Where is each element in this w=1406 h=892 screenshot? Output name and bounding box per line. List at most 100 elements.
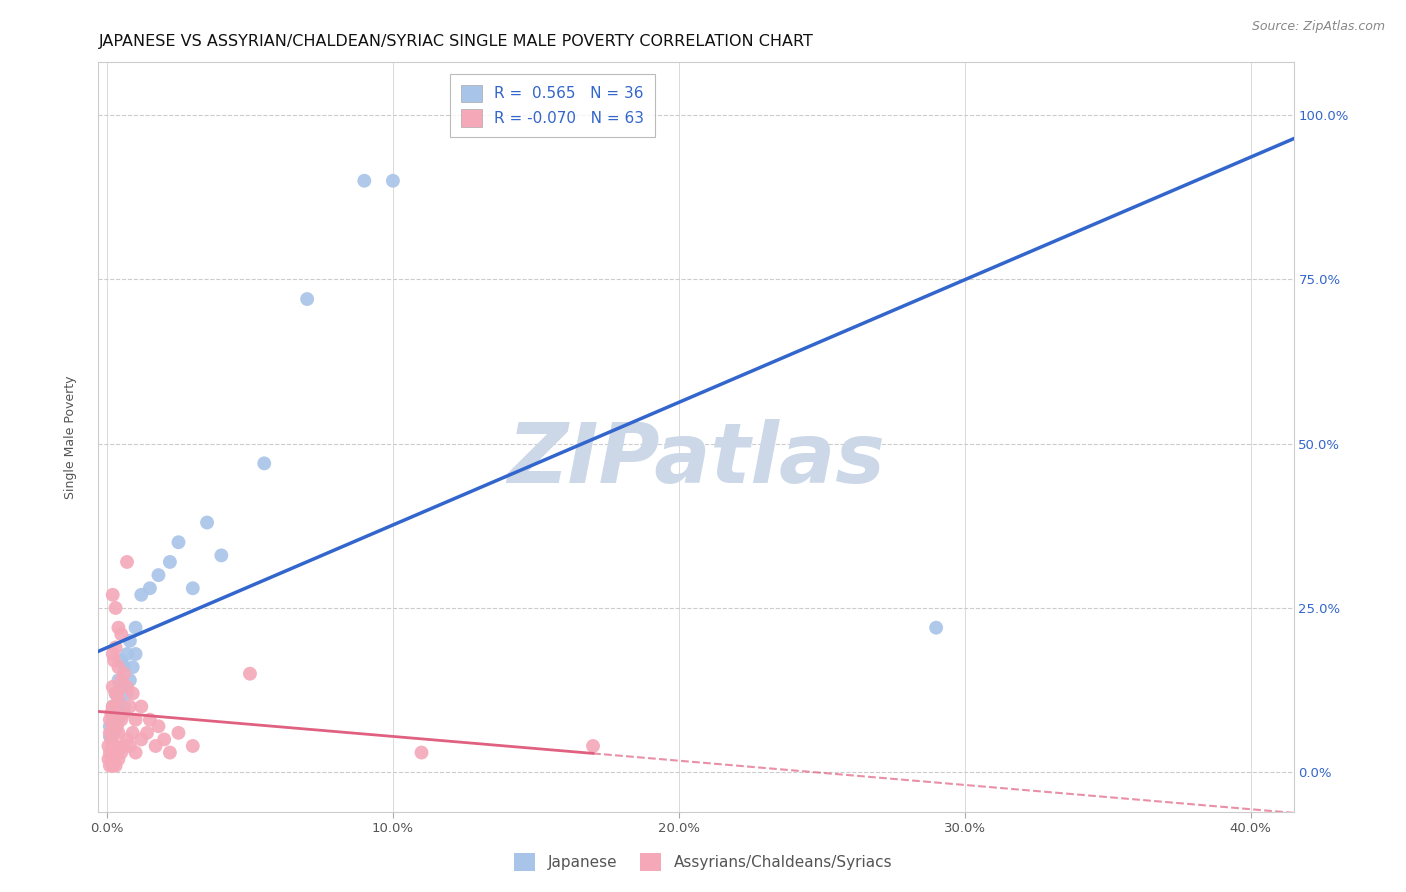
Point [115,686,138,700]
Point [101,726,124,740]
Point [101,713,124,727]
Point [110,680,132,694]
Point [136,726,159,740]
Point [115,555,138,569]
Point [104,713,127,727]
Point [118,673,141,688]
Point [115,647,138,661]
Point [104,758,127,772]
Point [159,746,181,760]
Point [107,693,129,707]
Point [181,739,204,753]
Point [925,621,948,635]
Point [98,729,121,743]
Point [153,732,176,747]
Point [124,621,146,635]
Point [253,456,276,470]
Point [101,647,124,661]
Point [112,660,135,674]
Point [105,746,128,760]
Point [105,719,128,733]
Point [131,732,153,747]
Point [103,726,125,740]
Point [110,673,132,688]
Point [103,752,125,766]
Point [121,660,143,674]
Point [104,706,127,720]
Point [145,739,167,753]
Point [107,621,129,635]
Point [104,601,127,615]
Point [98,758,121,772]
Point [112,699,135,714]
Text: ZIPatlas: ZIPatlas [508,419,884,500]
Point [582,739,605,753]
Legend: Japanese, Assyrians/Chaldeans/Syriacs: Japanese, Assyrians/Chaldeans/Syriacs [508,847,898,877]
Point [101,699,124,714]
Point [295,292,318,306]
Point [110,654,132,668]
Point [103,654,125,668]
Point [104,640,127,655]
Point [124,746,146,760]
Legend: R =  0.565   N = 36, R = -0.070   N = 63: R = 0.565 N = 36, R = -0.070 N = 63 [450,74,655,137]
Point [107,752,129,766]
Point [381,174,404,188]
Point [103,699,125,714]
Point [115,680,138,694]
Point [101,758,124,772]
Point [101,699,124,714]
Point [112,666,135,681]
Point [107,673,129,688]
Point [159,555,181,569]
Point [112,739,135,753]
Point [118,699,141,714]
Point [167,726,190,740]
Point [98,713,121,727]
Point [101,680,124,694]
Point [97,739,120,753]
Point [181,581,204,595]
Point [110,746,132,760]
Point [104,686,127,700]
Point [131,699,153,714]
Point [104,739,127,753]
Y-axis label: Single Male Poverty: Single Male Poverty [63,376,77,499]
Point [110,627,132,641]
Point [139,581,162,595]
Point [98,719,121,733]
Text: JAPANESE VS ASSYRIAN/CHALDEAN/SYRIAC SINGLE MALE POVERTY CORRELATION CHART: JAPANESE VS ASSYRIAN/CHALDEAN/SYRIAC SIN… [98,34,813,49]
Point [100,732,122,747]
Point [195,516,218,530]
Point [112,706,135,720]
Point [209,549,232,563]
Point [148,719,170,733]
Point [148,568,170,582]
Point [115,732,138,747]
Point [110,706,132,720]
Point [124,713,146,727]
Point [101,739,124,753]
Point [107,693,129,707]
Point [104,686,127,700]
Point [101,588,124,602]
Point [124,647,146,661]
Point [139,713,162,727]
Point [131,588,153,602]
Point [98,726,121,740]
Point [118,633,141,648]
Point [104,723,127,737]
Point [121,686,143,700]
Point [353,174,375,188]
Point [107,660,129,674]
Point [97,752,120,766]
Point [239,666,262,681]
Point [98,746,121,760]
Point [411,746,433,760]
Point [107,713,129,727]
Point [121,726,143,740]
Point [110,713,132,727]
Point [100,706,122,720]
Point [100,752,122,766]
Point [105,686,128,700]
